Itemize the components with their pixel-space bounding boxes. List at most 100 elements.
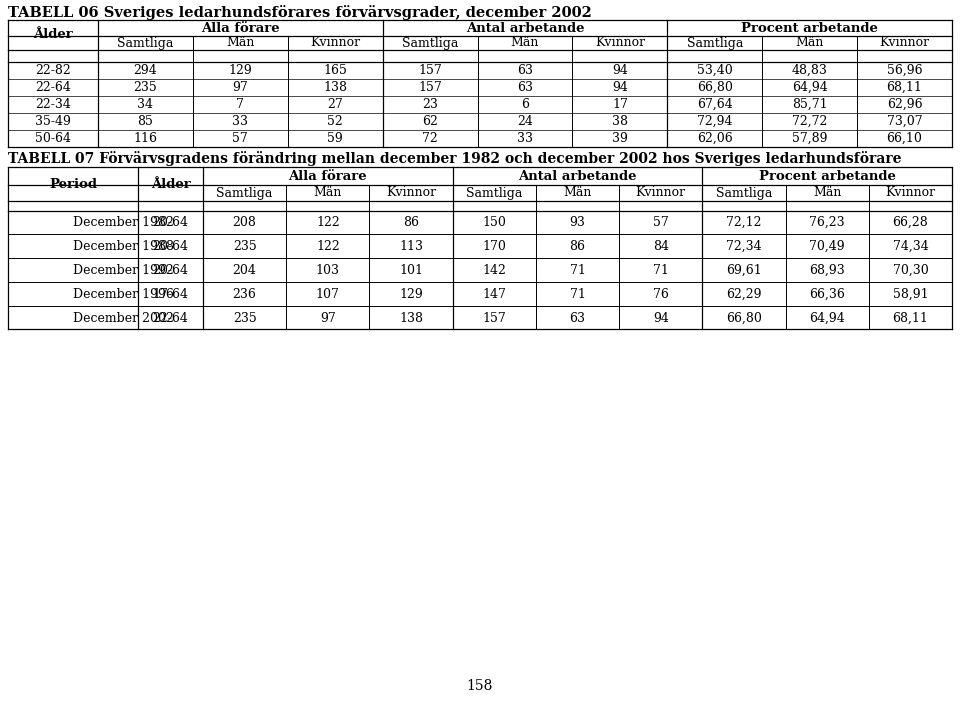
Text: 33: 33: [232, 115, 249, 128]
Text: December 1996: December 1996: [73, 288, 174, 300]
Text: 68,93: 68,93: [809, 264, 845, 276]
Text: 170: 170: [482, 240, 506, 252]
Text: 50-64: 50-64: [35, 132, 71, 145]
Text: 57: 57: [232, 132, 249, 145]
Text: 57,89: 57,89: [792, 132, 828, 145]
Text: 74,34: 74,34: [893, 240, 928, 252]
Text: 6: 6: [521, 98, 529, 111]
Text: 94: 94: [612, 64, 628, 77]
Text: Kvinnor: Kvinnor: [879, 37, 929, 49]
Text: 62,96: 62,96: [887, 98, 923, 111]
Text: Män: Män: [511, 37, 540, 49]
Text: 24: 24: [517, 115, 533, 128]
Text: 76,23: 76,23: [809, 216, 845, 228]
Text: 22-82: 22-82: [36, 64, 71, 77]
Text: 208: 208: [232, 216, 256, 228]
Text: 113: 113: [399, 240, 423, 252]
Text: 33: 33: [517, 132, 533, 145]
Text: 147: 147: [482, 288, 506, 300]
Text: Samtliga: Samtliga: [117, 37, 174, 49]
Text: 22-64: 22-64: [36, 81, 71, 94]
Text: 63: 63: [569, 311, 586, 325]
Text: 17: 17: [612, 98, 628, 111]
Text: 122: 122: [316, 240, 340, 252]
Text: December 1992: December 1992: [73, 264, 174, 276]
Text: 93: 93: [569, 216, 586, 228]
Text: 71: 71: [569, 264, 586, 276]
Text: Män: Män: [314, 186, 342, 200]
Text: 294: 294: [133, 64, 157, 77]
Text: 70,49: 70,49: [809, 240, 845, 252]
Text: 69,61: 69,61: [726, 264, 762, 276]
Text: 35-49: 35-49: [36, 115, 71, 128]
Text: 72,12: 72,12: [726, 216, 761, 228]
Text: 107: 107: [316, 288, 340, 300]
Text: 20-64: 20-64: [153, 240, 188, 252]
Text: 142: 142: [482, 264, 506, 276]
Text: 165: 165: [324, 64, 348, 77]
Text: 84: 84: [653, 240, 669, 252]
Text: 72,34: 72,34: [726, 240, 761, 252]
Text: 138: 138: [324, 81, 348, 94]
Text: 157: 157: [419, 64, 442, 77]
Text: 22-34: 22-34: [36, 98, 71, 111]
Text: Män: Män: [227, 37, 254, 49]
Text: Procent arbetande: Procent arbetande: [741, 22, 878, 34]
Text: 34: 34: [137, 98, 154, 111]
Text: 66,80: 66,80: [726, 311, 762, 325]
Text: 71: 71: [653, 264, 669, 276]
Text: December 1982: December 1982: [73, 216, 174, 228]
Text: 66,36: 66,36: [809, 288, 845, 300]
Text: 48,83: 48,83: [792, 64, 828, 77]
Text: 57: 57: [653, 216, 668, 228]
Text: 66,10: 66,10: [887, 132, 923, 145]
Text: 94: 94: [612, 81, 628, 94]
Text: TABELL 06 Sveriges ledarhundsförares förvärvsgrader, december 2002: TABELL 06 Sveriges ledarhundsförares för…: [8, 6, 592, 20]
Text: 63: 63: [517, 81, 533, 94]
Text: Alla förare: Alla förare: [289, 169, 367, 183]
Text: Procent arbetande: Procent arbetande: [758, 169, 896, 183]
Text: 101: 101: [399, 264, 423, 276]
Text: 64,94: 64,94: [809, 311, 845, 325]
Text: 53,40: 53,40: [697, 64, 732, 77]
Text: 116: 116: [133, 132, 157, 145]
Text: Ålder: Ålder: [34, 29, 73, 41]
Text: Samtliga: Samtliga: [467, 186, 522, 200]
Text: Samtliga: Samtliga: [716, 186, 772, 200]
Text: 94: 94: [653, 311, 669, 325]
Text: 66,28: 66,28: [893, 216, 928, 228]
Text: 22-64: 22-64: [153, 311, 188, 325]
Text: Period: Period: [49, 177, 97, 191]
Text: Kvinnor: Kvinnor: [386, 186, 436, 200]
Text: 56,96: 56,96: [887, 64, 923, 77]
Text: 62,06: 62,06: [697, 132, 732, 145]
Text: 85: 85: [137, 115, 154, 128]
Text: 63: 63: [517, 64, 533, 77]
Text: 64,94: 64,94: [792, 81, 828, 94]
Text: Kvinnor: Kvinnor: [636, 186, 685, 200]
Text: 235: 235: [232, 240, 256, 252]
Text: 157: 157: [483, 311, 506, 325]
Text: 235: 235: [133, 81, 157, 94]
Text: 150: 150: [482, 216, 506, 228]
Text: 7: 7: [236, 98, 244, 111]
Text: Män: Män: [564, 186, 591, 200]
Text: 97: 97: [232, 81, 249, 94]
Text: 76: 76: [653, 288, 669, 300]
Text: 72,94: 72,94: [697, 115, 732, 128]
Text: Ålder: Ålder: [151, 177, 190, 191]
Text: 62,29: 62,29: [726, 288, 761, 300]
Text: 20-64: 20-64: [153, 216, 188, 228]
Text: 72,72: 72,72: [792, 115, 828, 128]
Text: Antal arbetande: Antal arbetande: [466, 22, 585, 34]
Text: 70,30: 70,30: [893, 264, 928, 276]
Text: 67,64: 67,64: [697, 98, 732, 111]
Text: 157: 157: [419, 81, 442, 94]
Text: 86: 86: [403, 216, 420, 228]
Text: Antal arbetande: Antal arbetande: [518, 169, 636, 183]
Text: 52: 52: [327, 115, 343, 128]
Text: 68,11: 68,11: [887, 81, 923, 94]
Text: 68,11: 68,11: [893, 311, 928, 325]
Text: 204: 204: [232, 264, 256, 276]
Text: Män: Män: [796, 37, 824, 49]
